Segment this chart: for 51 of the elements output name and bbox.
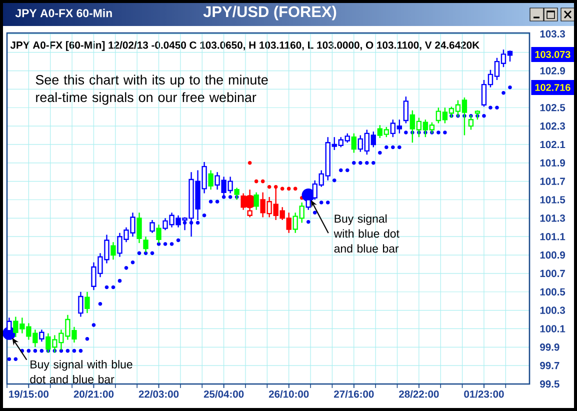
y-tick-label: 100.1 [540, 325, 566, 332]
chart-title: JPY/USD (FOREX) [203, 6, 336, 20]
candlestick [156, 224, 162, 244]
y-tick-label: 101.9 [540, 159, 565, 167]
y-tick-label: 102.1 [540, 140, 566, 148]
y-tick-label: 102.9 [540, 67, 565, 74]
candlestick [247, 189, 252, 218]
x-tick-label: 22/03:00 [138, 390, 179, 398]
candlestick [254, 192, 259, 210]
candlestick [39, 329, 44, 342]
candlestick [78, 291, 84, 318]
y-tick-label: 100.7 [540, 270, 565, 278]
y-tick-label: 100.9 [540, 251, 565, 259]
candlestick [110, 242, 116, 260]
annotation: Buy signal with blue dot and blue bar [30, 360, 132, 384]
y-tick-label: 103.3 [540, 30, 566, 38]
text: 103.073 [535, 50, 570, 58]
text: JPY A0-FX 60-Min [15, 8, 112, 18]
x-tick-label: 25/04:00 [204, 390, 244, 398]
y-tick-label: 102.5 [540, 104, 566, 112]
y-tick-label: 101.3 [540, 214, 566, 222]
point [286, 186, 291, 191]
y-tick-label: 99.7 [540, 362, 560, 370]
text: JPY A0-FX [60-Min] 12/02/13 -0.0450 C 103.0650, H 103.1160, L 103.0000, O 103.1100, V 24.6420K [10, 41, 480, 51]
x-tick-label: 27/16:00 [334, 390, 374, 398]
y-tick-label: 101.7 [540, 178, 565, 185]
point [254, 179, 258, 184]
x-tick-label: 26/10:00 [268, 390, 309, 398]
y-tick-label: 99.9 [540, 344, 560, 351]
x-tick-label: 01/23:00 [464, 390, 504, 398]
point [293, 186, 298, 191]
point [248, 160, 252, 165]
text: 102.716 [535, 84, 570, 92]
y-tick-label: 100.3 [540, 306, 566, 314]
y-tick-label: 102.3 [540, 122, 566, 130]
point [267, 184, 272, 189]
annotation: Buy signal with blue dot and blue bar [334, 214, 400, 253]
y-tick-label: 100.5 [540, 288, 566, 296]
point [260, 179, 265, 184]
y-tick-label: 99.5 [540, 380, 560, 388]
candlestick [150, 219, 155, 234]
annotation: See this chart with its up to the minute real-time signals on our free webinar [36, 74, 268, 105]
x-tick-label: 28/22:00 [399, 390, 439, 398]
y-tick-label: 101.1 [540, 232, 566, 240]
candlestick [208, 170, 214, 190]
x-tick-label: 20/21:00 [74, 390, 114, 398]
candlestick [84, 291, 90, 314]
y-tick-label: 101.5 [540, 196, 566, 204]
candlestick [136, 212, 142, 244]
x-tick-label: 19/15:00 [9, 390, 49, 398]
point [280, 186, 284, 191]
